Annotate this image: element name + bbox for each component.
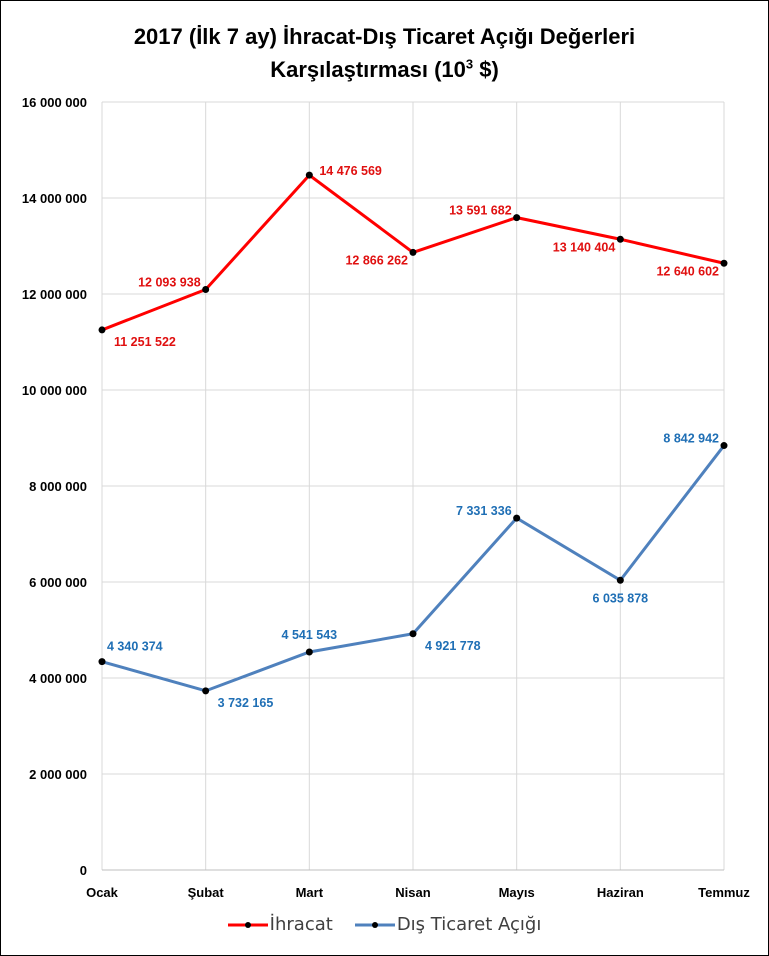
data-point [409, 248, 417, 256]
data-point [616, 235, 624, 243]
data-label: 4 921 778 [425, 639, 481, 653]
legend-swatch-dis-ticaret-acigi [354, 921, 395, 928]
data-point [720, 442, 728, 450]
data-point [513, 214, 521, 222]
x-tick-label: Mart [296, 885, 324, 900]
x-tick-label: Haziran [597, 885, 644, 900]
y-tick-label: 12 000 000 [22, 287, 87, 302]
data-point [305, 171, 313, 179]
x-tick-label: Temmuz [698, 885, 750, 900]
data-point [202, 687, 210, 695]
data-point [720, 259, 728, 267]
legend-label-ihracat: İhracat [269, 914, 333, 935]
legend-swatch-ihracat [227, 921, 268, 928]
data-point [513, 514, 521, 522]
data-label: 8 842 942 [663, 432, 719, 446]
data-label: 12 640 602 [656, 264, 719, 278]
x-tick-label: Mayıs [499, 885, 535, 900]
data-point [202, 285, 210, 293]
chart-title-line2-suffix: $) [473, 57, 499, 82]
data-label: 4 340 374 [107, 640, 163, 654]
y-tick-label: 8 000 000 [29, 479, 87, 494]
y-tick-label: 10 000 000 [22, 383, 87, 398]
x-tick-label: Nisan [395, 885, 430, 900]
data-label: 7 331 336 [456, 504, 512, 518]
y-tick-label: 4 000 000 [29, 671, 87, 686]
y-tick-label: 16 000 000 [22, 95, 87, 110]
data-point [409, 630, 417, 638]
chart-title-line1: 2017 (İlk 7 ay) İhracat-Dış Ticaret Açığ… [133, 24, 636, 49]
chart-title-line2-prefix: Karşılaştırması (10 [270, 57, 466, 82]
chart-title-exponent: 3 [465, 56, 474, 72]
data-point [616, 576, 624, 584]
chart-legend: İhracat Dış Ticaret Açığı [0, 914, 769, 935]
y-tick-label: 14 000 000 [22, 191, 87, 206]
data-label: 13 591 682 [449, 204, 512, 218]
data-label: 11 251 522 [114, 335, 176, 349]
legend-label-dis-ticaret-acigi: Dış Ticaret Açığı [396, 914, 542, 935]
x-tick-label: Ocak [86, 885, 119, 900]
chart-title-line2: Karşılaştırması (103 $) [0, 53, 769, 86]
data-label: 14 476 569 [319, 164, 382, 178]
data-label: 12 866 262 [345, 253, 408, 267]
x-tick-label: Şubat [188, 885, 225, 900]
y-tick-label: 2 000 000 [29, 767, 87, 782]
data-point [98, 326, 106, 334]
chart-title: 2017 (İlk 7 ay) İhracat-Dış Ticaret Açığ… [0, 20, 769, 86]
data-label: 13 140 404 [553, 240, 616, 254]
data-label: 3 732 165 [218, 696, 274, 710]
data-label: 6 035 878 [593, 591, 649, 605]
data-label: 4 541 543 [282, 628, 338, 642]
legend-item-dis-ticaret-acigi: Dış Ticaret Açığı [354, 914, 542, 935]
legend-item-ihracat: İhracat [227, 914, 333, 935]
data-point [98, 658, 106, 666]
data-label: 12 093 938 [138, 275, 201, 289]
y-tick-label: 6 000 000 [29, 575, 87, 590]
y-tick-label: 0 [80, 863, 87, 878]
data-point [305, 648, 313, 656]
